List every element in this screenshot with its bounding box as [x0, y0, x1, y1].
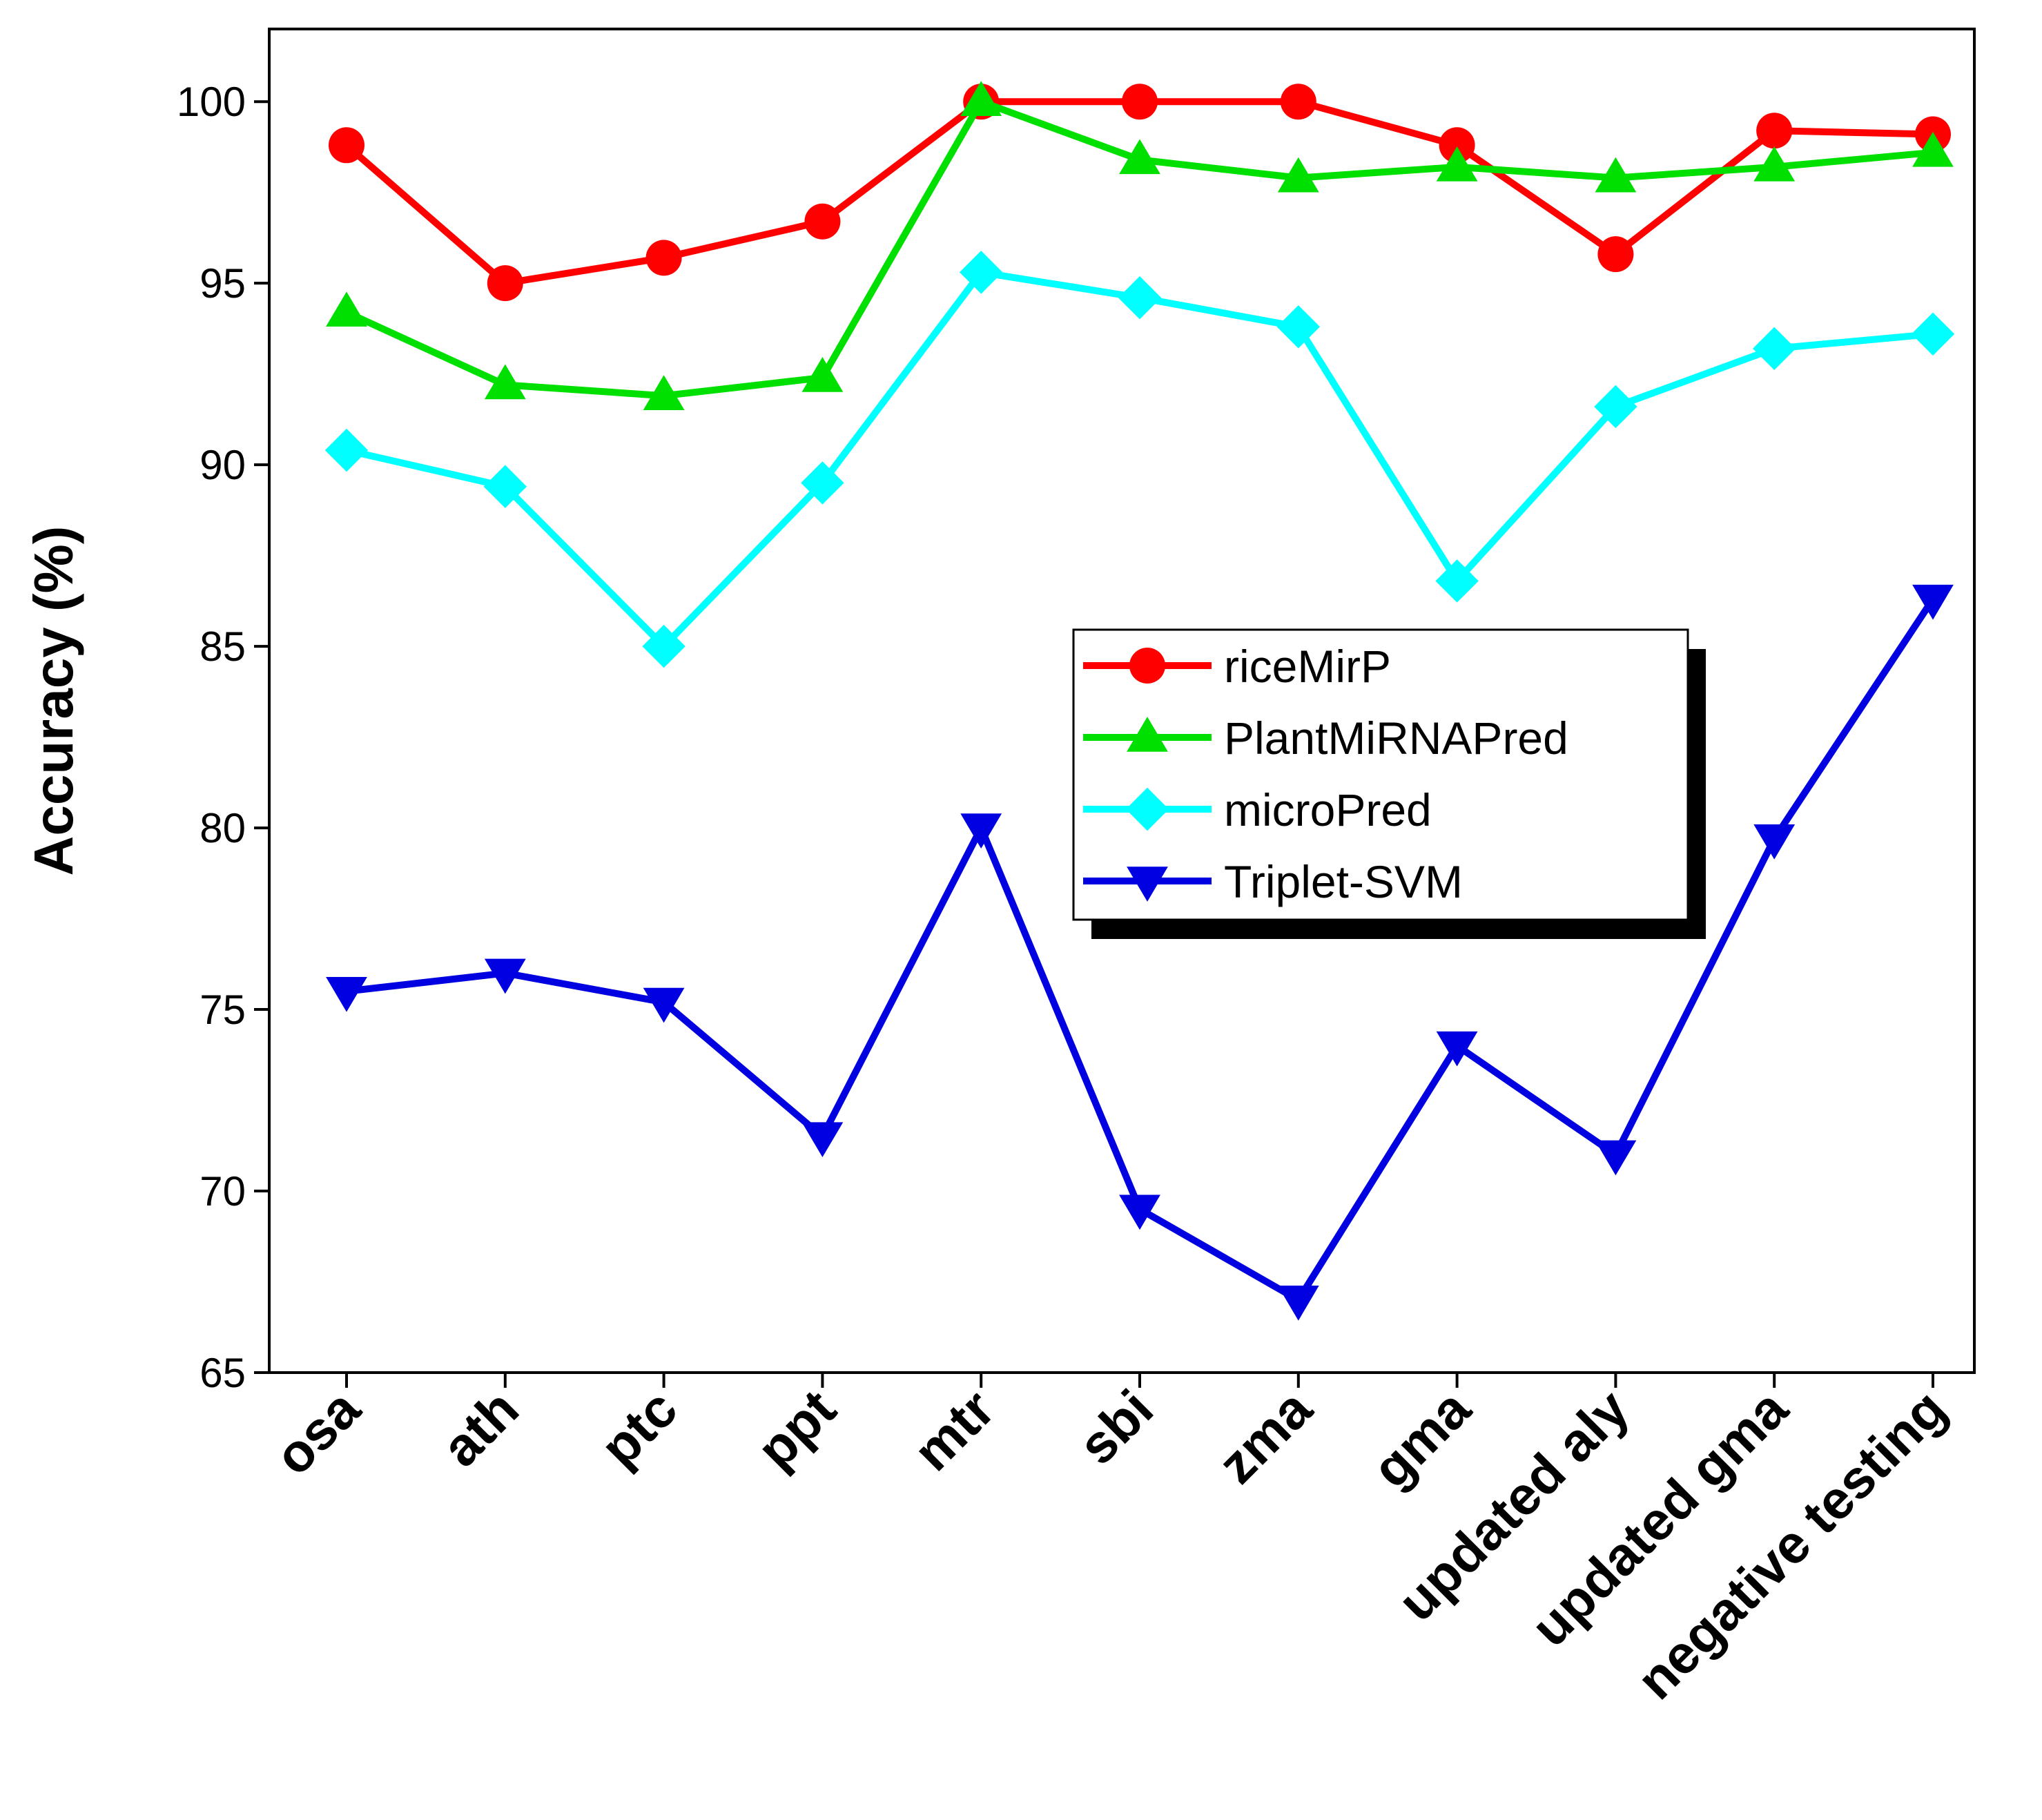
data-point: [1435, 559, 1479, 603]
data-point: [1595, 1140, 1637, 1176]
legend-marker: [1127, 717, 1168, 752]
data-point: [324, 428, 369, 472]
data-point: [1439, 127, 1475, 164]
legend-item: PlantMiRNAPred: [1083, 713, 1568, 764]
data-point: [326, 291, 367, 327]
x-tick-label: mtr: [902, 1378, 1006, 1482]
data-point: [1118, 276, 1162, 320]
data-point: [487, 265, 523, 302]
legend-marker: [1129, 648, 1165, 684]
x-tick-label: ppt: [745, 1378, 847, 1480]
legend-marker: [1127, 867, 1168, 902]
legend-item: microPred: [1083, 784, 1432, 835]
data-point: [484, 364, 526, 400]
data-point: [1753, 327, 1796, 371]
data-point: [1277, 1286, 1319, 1321]
x-tick-label: sbi: [1067, 1378, 1165, 1476]
data-point: [1280, 84, 1316, 120]
data-point: [1912, 131, 1954, 167]
data-point: [483, 465, 527, 508]
y-tick-label: 95: [200, 260, 246, 307]
y-tick-label: 75: [200, 987, 246, 1033]
data-point: [1753, 824, 1796, 860]
series-Triplet-SVM: [326, 584, 1954, 1321]
data-point: [329, 127, 364, 164]
data-point: [960, 251, 1003, 294]
data-point: [1597, 236, 1634, 273]
y-axis-ticks: 65 70 75 80 85 90 95 100: [177, 79, 269, 1396]
x-tick-label: ptc: [589, 1378, 689, 1478]
x-tick-label: gma: [1361, 1377, 1482, 1499]
legend-marker: [1125, 787, 1169, 831]
y-tick-label: 65: [200, 1350, 246, 1396]
series-microPred: [324, 251, 1955, 668]
data-point: [484, 958, 526, 994]
x-tick-label: osa: [263, 1377, 372, 1487]
data-point: [1277, 157, 1319, 193]
y-tick-label: 80: [200, 805, 246, 851]
data-point: [326, 976, 367, 1012]
legend-label: microPred: [1224, 784, 1432, 835]
data-point: [960, 813, 1002, 849]
y-tick-label: 90: [200, 442, 246, 488]
data-point: [1436, 1031, 1478, 1067]
data-point: [801, 461, 844, 505]
legend-item: Triplet-SVM: [1083, 856, 1463, 907]
y-axis-title: Accuracy (%): [23, 526, 84, 876]
data-point: [642, 624, 685, 668]
series-riceMirP: [329, 84, 1951, 302]
data-point: [1912, 584, 1954, 620]
data-point: [804, 203, 841, 240]
data-point: [1595, 157, 1637, 193]
x-tick-label: zma: [1206, 1377, 1323, 1495]
data-point: [1756, 113, 1793, 149]
series-PlantMiRNAPred: [326, 81, 1954, 411]
legend-box: [1072, 628, 1689, 921]
data-point: [1119, 139, 1160, 175]
y-tick-label: 100: [177, 79, 246, 125]
legend-label: riceMirP: [1224, 641, 1391, 692]
data-point: [1753, 146, 1796, 182]
data-point: [1594, 385, 1637, 429]
y-tick-label: 85: [200, 623, 246, 670]
legend-item: riceMirP: [1083, 641, 1391, 692]
legend-label: PlantMiRNAPred: [1224, 713, 1568, 764]
legend: riceMirP PlantMiRNAPred microPred Triplet-S…: [1072, 628, 1706, 939]
data-point: [643, 987, 685, 1023]
data-point: [801, 357, 844, 392]
data-point: [1911, 312, 1955, 356]
data-point: [643, 375, 685, 411]
data-point: [1276, 305, 1320, 349]
data-point: [960, 81, 1002, 116]
data-point: [801, 1122, 844, 1158]
y-tick-label: 70: [200, 1168, 246, 1214]
series-layer: [324, 81, 1955, 1321]
data-point: [1119, 1194, 1160, 1230]
data-point: [1436, 146, 1478, 182]
data-point: [645, 240, 682, 276]
x-tick-label: ath: [430, 1378, 530, 1478]
legend-label: Triplet-SVM: [1224, 856, 1463, 907]
data-point: [1122, 84, 1158, 120]
